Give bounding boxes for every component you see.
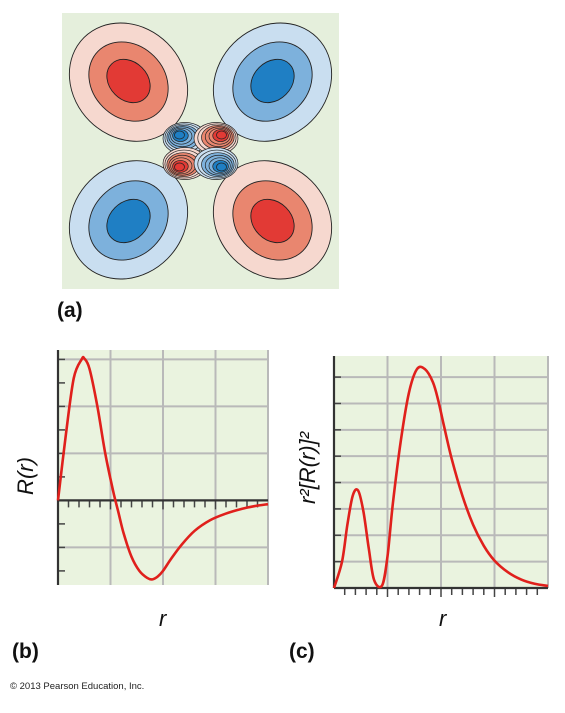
contour-ring — [250, 198, 295, 244]
x-axis-label-b: r — [159, 606, 167, 631]
lobe-bottom-right — [212, 160, 333, 280]
axes — [56, 350, 268, 585]
x-axis-label-c: r — [439, 606, 447, 631]
radial-function-chart — [56, 350, 269, 585]
contour-inner-lobes — [162, 122, 239, 180]
orbital-contour-plot — [62, 13, 339, 289]
contour-ring — [174, 130, 185, 140]
panel-label-c: (c) — [289, 640, 315, 663]
panel-label-b: (b) — [12, 640, 39, 663]
axes — [332, 356, 548, 590]
panel-label-a: (a) — [57, 299, 83, 322]
y-axis-label-c: r²[R(r)]² — [295, 431, 320, 505]
inner-lobe-top-right — [193, 122, 239, 155]
plot-grid — [58, 350, 269, 585]
radial-probability-curve — [332, 365, 549, 589]
radial-curve — [56, 355, 269, 581]
contour-ring — [216, 162, 227, 172]
copyright-notice: © 2013 Pearson Education, Inc. — [10, 681, 145, 692]
lobe-bottom-left — [68, 160, 189, 280]
radial-probability-chart — [332, 356, 549, 597]
inner-lobe-bottom-right — [193, 147, 239, 180]
contour-ring — [216, 130, 227, 140]
inner-lobe-top-left — [162, 122, 208, 155]
contour-ring — [106, 58, 151, 104]
axis-ticks — [334, 376, 539, 597]
contour-ring — [250, 58, 295, 104]
contour-lobes — [68, 22, 333, 280]
y-axis-label-b: R(r) — [13, 457, 38, 495]
axis-ticks — [58, 358, 259, 572]
contour-ring — [106, 198, 151, 244]
contour-ring — [174, 162, 185, 172]
inner-lobe-bottom-left — [162, 147, 208, 180]
